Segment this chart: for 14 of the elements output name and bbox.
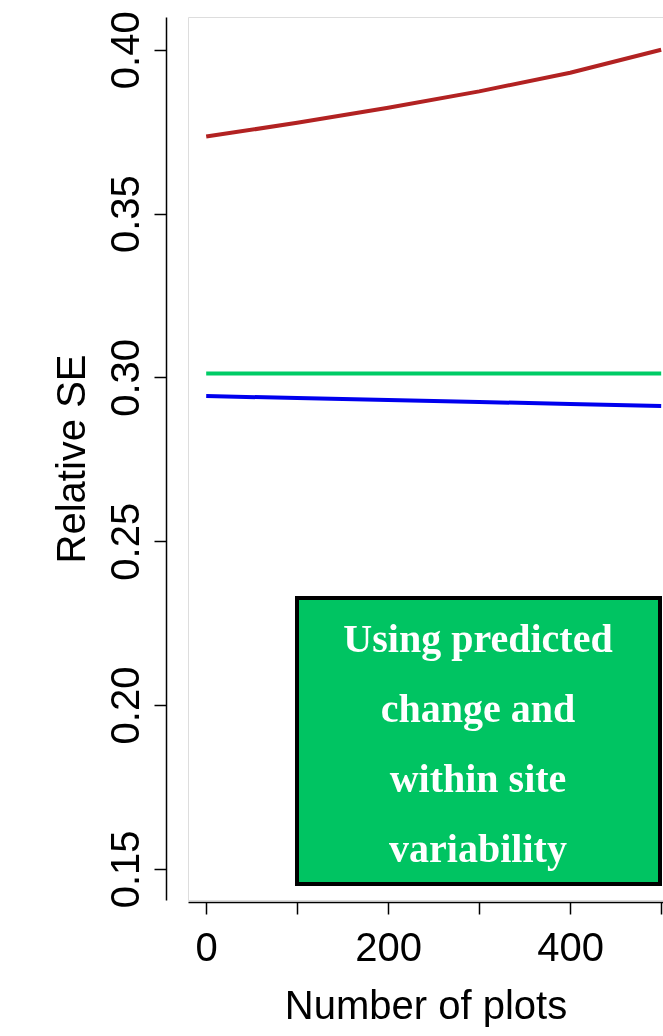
y-tick-label: 0.30 xyxy=(102,338,147,417)
y-tick-label: 0.20 xyxy=(102,666,147,745)
y-tick-label: 0.40 xyxy=(102,11,147,90)
y-tick-label: 0.15 xyxy=(102,830,147,909)
y-tick-label: 0.35 xyxy=(102,175,147,254)
y-axis-title: Relative SE xyxy=(48,354,93,564)
x-tick-label: 400 xyxy=(537,924,605,969)
x-tick-label: 0 xyxy=(195,924,218,969)
line-series xyxy=(204,394,663,408)
x-tick-label: 200 xyxy=(355,924,423,969)
annotation: Using predicted change and within site variability xyxy=(343,616,613,871)
line-series xyxy=(204,47,663,139)
y-tick-label: 0.25 xyxy=(102,502,147,581)
x-axis-title: Number of plots xyxy=(284,982,568,1027)
